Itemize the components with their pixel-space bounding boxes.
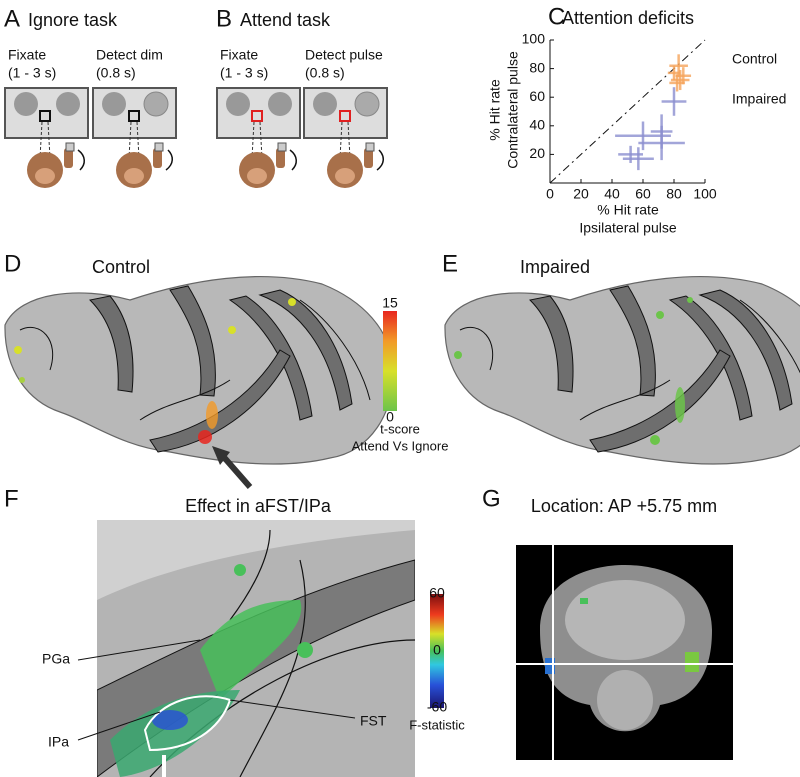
x-tick-label: 100 bbox=[693, 186, 717, 202]
step-duration: (1 - 3 s) bbox=[8, 65, 56, 81]
step-label: Detect dim bbox=[96, 47, 163, 63]
colorbar-tick-label: 15 bbox=[382, 295, 398, 311]
x-tick-label: 40 bbox=[604, 186, 620, 202]
brain-map bbox=[4, 275, 394, 489]
panel-letter: C bbox=[548, 3, 565, 30]
colorbar bbox=[430, 594, 444, 708]
y-tick-label: 80 bbox=[529, 59, 545, 75]
colorbar-label: F-statistic bbox=[409, 717, 465, 732]
colorbar-labels: 15 0 bbox=[382, 295, 398, 425]
legend-entry: Control bbox=[732, 51, 777, 67]
panel-title: Ignore task bbox=[28, 10, 118, 30]
panel-title: Effect in aFST/IPa bbox=[185, 496, 332, 516]
y-tick-label: 100 bbox=[522, 31, 546, 47]
surface-zoom bbox=[97, 520, 415, 777]
colorbar-label: Attend Vs Ignore bbox=[352, 438, 449, 453]
task-schematic bbox=[216, 87, 388, 188]
step-duration: (1 - 3 s) bbox=[220, 65, 268, 81]
colorbar-label: t-score bbox=[380, 421, 420, 436]
y-tick-label: 20 bbox=[529, 145, 545, 161]
colorbar-tick-label: 0 bbox=[386, 409, 394, 425]
panel-letter: G bbox=[482, 485, 501, 512]
x-tick-label: 0 bbox=[546, 186, 554, 202]
y-axis-label: % Hit rate bbox=[487, 79, 503, 141]
step-label: Fixate bbox=[220, 47, 258, 63]
brain-map bbox=[444, 275, 800, 465]
panel-letter: F bbox=[4, 485, 19, 512]
colorbar-tick-label: 60 bbox=[429, 585, 445, 601]
chart-title: Attention deficits bbox=[562, 8, 694, 28]
y-tick-label: 40 bbox=[529, 117, 545, 133]
panel-title: Control bbox=[92, 257, 150, 277]
panel-letter: E bbox=[442, 250, 458, 277]
x-tick-label: 60 bbox=[635, 186, 651, 202]
mri-slice bbox=[516, 545, 733, 760]
x-axis-label: % Hit rate bbox=[597, 202, 659, 218]
y-axis-label: Contralateral pulse bbox=[505, 51, 521, 169]
y-tick-label: 60 bbox=[529, 88, 545, 104]
panel-title: Attend task bbox=[240, 10, 331, 30]
step-duration: (0.8 s) bbox=[305, 65, 345, 81]
colorbar bbox=[383, 311, 397, 411]
colorbar-labels: 60 0 -60 bbox=[427, 585, 447, 715]
colorbar-tick-label: -60 bbox=[427, 699, 447, 715]
task-schematic bbox=[4, 87, 177, 188]
leader-line bbox=[77, 639, 356, 741]
x-axis-label: Ipsilateral pulse bbox=[579, 220, 676, 236]
area-label: IPa bbox=[48, 734, 69, 750]
legend-entry: Impaired bbox=[732, 91, 786, 107]
colorbar-tick-label: 0 bbox=[433, 642, 441, 658]
panel-letter: A bbox=[4, 5, 20, 32]
area-label: PGa bbox=[42, 651, 70, 667]
unity-line bbox=[549, 39, 706, 184]
panel-letter: B bbox=[216, 5, 232, 32]
x-tick-label: 80 bbox=[666, 186, 682, 202]
area-label: FST bbox=[360, 713, 387, 729]
step-label: Fixate bbox=[8, 47, 46, 63]
x-tick-label: 20 bbox=[573, 186, 589, 202]
panel-title: Location: AP +5.75 mm bbox=[531, 496, 717, 516]
step-duration: (0.8 s) bbox=[96, 65, 136, 81]
step-label: Detect pulse bbox=[305, 47, 383, 63]
panel-title: Impaired bbox=[520, 257, 590, 277]
panel-letter: D bbox=[4, 250, 21, 277]
